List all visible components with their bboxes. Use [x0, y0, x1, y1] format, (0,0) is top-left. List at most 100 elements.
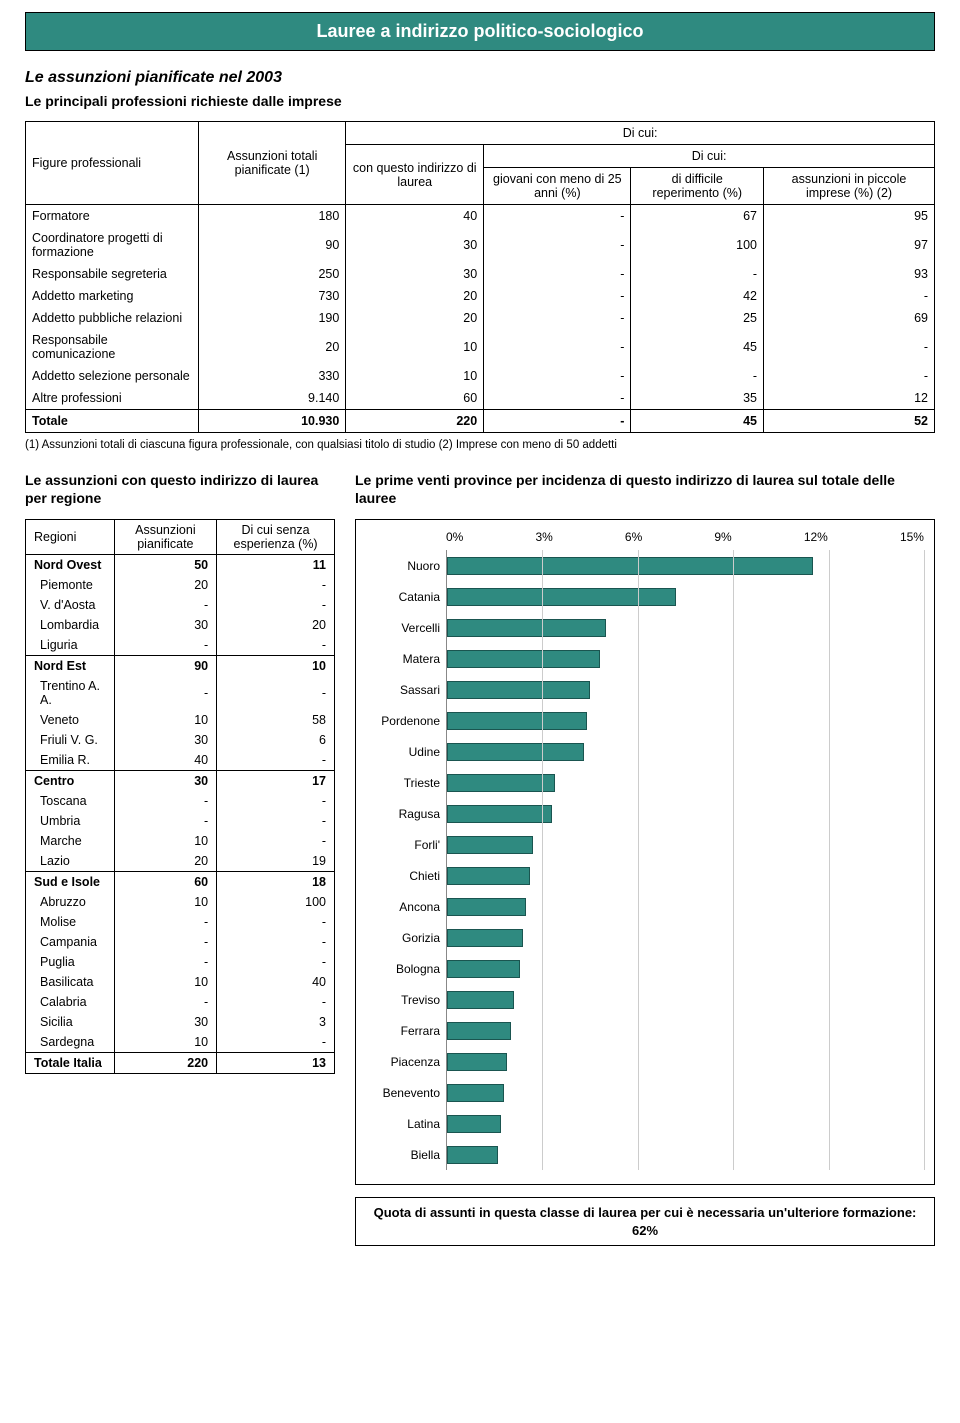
bar	[447, 619, 606, 637]
region-a: 10	[114, 831, 217, 851]
region-b: -	[217, 575, 335, 595]
region-group-a: 50	[114, 555, 217, 576]
region-group-b: 10	[217, 656, 335, 677]
bar-label: Vercelli	[366, 621, 440, 635]
bar-label: Biella	[366, 1148, 440, 1162]
bar-label: Ferrara	[366, 1024, 440, 1038]
bar	[447, 681, 590, 699]
region-name: Friuli V. G.	[26, 730, 115, 750]
region-group-name: Nord Ovest	[26, 555, 115, 576]
prof-d: -	[631, 263, 764, 285]
prof-c: -	[484, 285, 631, 307]
bar-label: Chieti	[366, 869, 440, 883]
col-difficile: di difficile reperimento (%)	[631, 168, 764, 205]
prof-name: Formatore	[26, 205, 199, 228]
page-title: Lauree a indirizzo politico-sociologico	[25, 12, 935, 51]
chart-heading: Le prime venti province per incidenza di…	[355, 471, 935, 507]
total-a: 10.930	[199, 410, 346, 433]
prof-name: Addetto selezione personale	[26, 365, 199, 387]
region-b: 58	[217, 710, 335, 730]
region-a: 10	[114, 972, 217, 992]
total-e: 52	[764, 410, 935, 433]
region-b: -	[217, 992, 335, 1012]
region-a: -	[114, 595, 217, 615]
prof-e: 97	[764, 227, 935, 263]
region-b: -	[217, 595, 335, 615]
region-name: Veneto	[26, 710, 115, 730]
prof-a: 730	[199, 285, 346, 307]
prof-a: 20	[199, 329, 346, 365]
region-name: Piemonte	[26, 575, 115, 595]
region-b: -	[217, 952, 335, 972]
prof-e: -	[764, 365, 935, 387]
region-group-a: 60	[114, 872, 217, 893]
region-group-a: 30	[114, 771, 217, 792]
region-b: -	[217, 831, 335, 851]
region-a: -	[114, 676, 217, 710]
prof-b: 30	[346, 263, 484, 285]
region-group-b: 17	[217, 771, 335, 792]
region-b: -	[217, 1032, 335, 1053]
region-a: -	[114, 635, 217, 656]
region-b: -	[217, 811, 335, 831]
col-dicui2: Di cui:	[484, 145, 935, 168]
region-name: Sicilia	[26, 1012, 115, 1032]
region-b: -	[217, 750, 335, 771]
bar	[447, 898, 526, 916]
col-dicui: Di cui:	[346, 122, 935, 145]
bar	[447, 991, 514, 1009]
prof-e: 69	[764, 307, 935, 329]
col-figure: Figure professionali	[26, 122, 199, 205]
prof-name: Addetto pubbliche relazioni	[26, 307, 199, 329]
x-tick: 12%	[804, 530, 828, 544]
region-a: 20	[114, 575, 217, 595]
bar-label: Matera	[366, 652, 440, 666]
chart-plot	[446, 550, 924, 1170]
x-tick: 3%	[535, 530, 552, 544]
region-name: Puglia	[26, 952, 115, 972]
professions-table: Figure professionali Assunzioni totali p…	[25, 121, 935, 433]
prof-c: -	[484, 365, 631, 387]
chart-caption: Quota di assunti in questa classe di lau…	[355, 1197, 935, 1246]
bar	[447, 867, 530, 885]
prof-a: 250	[199, 263, 346, 285]
prof-d: 67	[631, 205, 764, 228]
bar	[447, 650, 600, 668]
region-name: Trentino A. A.	[26, 676, 115, 710]
region-heading: Le assunzioni con questo indirizzo di la…	[25, 471, 335, 507]
region-name: Sardegna	[26, 1032, 115, 1053]
prof-b: 40	[346, 205, 484, 228]
bar	[447, 712, 587, 730]
region-a: 30	[114, 615, 217, 635]
region-name: Campania	[26, 932, 115, 952]
sub-heading: Le principali professioni richieste dall…	[25, 93, 935, 109]
region-name: Lazio	[26, 851, 115, 872]
bar-label: Treviso	[366, 993, 440, 1007]
prof-c: -	[484, 227, 631, 263]
prof-b: 60	[346, 387, 484, 410]
region-a: -	[114, 912, 217, 932]
region-group-name: Sud e Isole	[26, 872, 115, 893]
prof-name: Altre professioni	[26, 387, 199, 410]
region-group-b: 11	[217, 555, 335, 576]
prof-b: 10	[346, 329, 484, 365]
region-a: 40	[114, 750, 217, 771]
region-a: 10	[114, 710, 217, 730]
total-label: Totale	[26, 410, 199, 433]
prof-d: 42	[631, 285, 764, 307]
bar-label: Forli'	[366, 838, 440, 852]
bar-label: Latina	[366, 1117, 440, 1131]
chart-x-axis: 0%3%6%9%12%15%	[446, 530, 924, 544]
region-a: 30	[114, 1012, 217, 1032]
region-b: 40	[217, 972, 335, 992]
region-b: -	[217, 912, 335, 932]
bar	[447, 1084, 504, 1102]
prof-d: 25	[631, 307, 764, 329]
bar-label: Ancona	[366, 900, 440, 914]
prof-e: 93	[764, 263, 935, 285]
region-name: Umbria	[26, 811, 115, 831]
prof-b: 20	[346, 285, 484, 307]
bar	[447, 1053, 507, 1071]
region-name: Toscana	[26, 791, 115, 811]
bar	[447, 1146, 498, 1164]
